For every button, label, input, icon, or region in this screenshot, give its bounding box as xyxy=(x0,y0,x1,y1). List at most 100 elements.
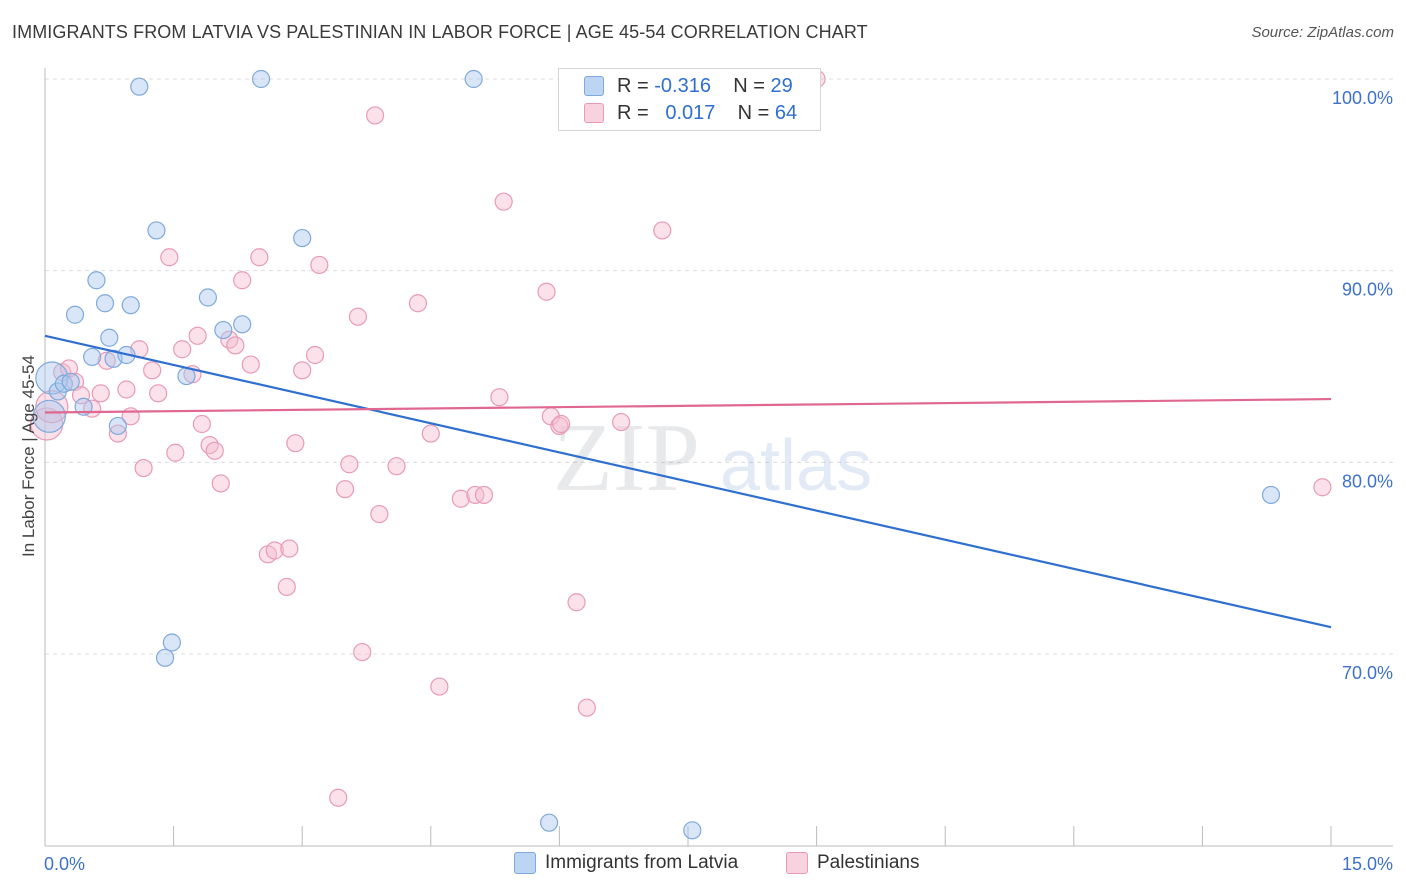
axes xyxy=(44,68,1393,847)
legend-swatch-latvia xyxy=(514,852,536,874)
legend-swatch-palestinians xyxy=(584,103,604,123)
point-palestinians xyxy=(200,435,219,455)
point-palestinians xyxy=(348,307,368,326)
point-palestinians xyxy=(305,345,325,365)
point-palestinians xyxy=(205,441,224,460)
legend-swatch-latvia xyxy=(584,76,604,96)
legend-r-label: R = xyxy=(617,102,649,124)
point-palestinians xyxy=(567,593,586,612)
point-palestinians xyxy=(408,294,428,313)
point-palestinians xyxy=(160,248,179,267)
point-palestinians xyxy=(293,361,312,380)
point-latvia xyxy=(35,361,69,395)
legend-r-label: R = xyxy=(617,75,649,97)
point-palestinians xyxy=(250,248,269,267)
legend-label-palestinians: Palestinians xyxy=(817,852,920,873)
point-latvia xyxy=(100,328,119,347)
point-palestinians xyxy=(91,384,110,403)
point-palestinians xyxy=(1313,478,1332,497)
point-latvia xyxy=(32,399,66,433)
point-palestinians xyxy=(65,372,85,391)
point-palestinians xyxy=(612,412,631,432)
point-palestinians xyxy=(211,474,230,493)
legend-r-value-latvia: -0.316 xyxy=(654,75,711,97)
point-palestinians xyxy=(188,326,207,345)
point-latvia xyxy=(293,228,312,248)
point-latvia xyxy=(147,221,166,240)
point-palestinians xyxy=(490,388,509,407)
point-palestinians xyxy=(286,434,305,453)
point-latvia xyxy=(1261,485,1281,505)
trend-lines xyxy=(44,334,1332,629)
point-palestinians xyxy=(353,642,372,662)
point-palestinians xyxy=(430,677,449,696)
point-palestinians xyxy=(241,355,260,374)
watermark-zip: ZIP xyxy=(553,404,700,512)
point-palestinians xyxy=(149,384,168,403)
point-palestinians xyxy=(451,489,470,508)
point-latvia xyxy=(54,374,73,393)
correlation-legend: R = -0.316 N = 29 R = 0.017 N = 64 xyxy=(558,68,821,131)
point-palestinians xyxy=(577,698,596,717)
point-palestinians xyxy=(226,336,245,355)
point-latvia xyxy=(130,77,149,96)
point-palestinians xyxy=(552,414,571,434)
point-latvia xyxy=(83,347,102,367)
tick-labels: 70.0% 80.0% 90.0% 100.0% 0.0% 15.0% xyxy=(44,88,1393,874)
point-latvia xyxy=(198,288,217,307)
series-immigrants-from-latvia xyxy=(32,69,1281,840)
point-latvia xyxy=(87,271,106,290)
x-tick-label: 15.0% xyxy=(1342,854,1393,874)
point-latvia xyxy=(214,320,233,340)
point-palestinians xyxy=(335,480,355,499)
point-latvia xyxy=(108,416,127,436)
point-palestinians xyxy=(192,414,211,434)
point-palestinians xyxy=(329,788,348,807)
y-tick-label: 80.0% xyxy=(1342,471,1393,491)
point-latvia xyxy=(121,296,140,315)
y-tick-label: 100.0% xyxy=(1332,88,1393,108)
watermark-atlas: atlas xyxy=(720,426,872,506)
point-palestinians xyxy=(494,192,513,211)
point-latvia xyxy=(61,372,80,391)
point-latvia xyxy=(233,315,252,334)
y-tick-label: 90.0% xyxy=(1342,280,1393,300)
point-latvia xyxy=(162,633,181,652)
point-palestinians xyxy=(265,541,284,560)
point-latvia xyxy=(464,69,483,89)
point-palestinians xyxy=(310,255,329,275)
point-palestinians xyxy=(340,455,359,474)
point-latvia xyxy=(540,813,559,832)
point-palestinians xyxy=(370,504,389,524)
series-palestinians xyxy=(30,69,1332,807)
trend-line-palestinians xyxy=(44,397,1332,414)
legend-n-value-palestinians: 64 xyxy=(774,102,798,124)
point-palestinians xyxy=(280,539,299,558)
point-palestinians xyxy=(365,106,385,125)
point-palestinians xyxy=(117,380,136,399)
point-palestinians xyxy=(108,424,127,443)
point-palestinians xyxy=(653,221,672,240)
point-latvia xyxy=(683,821,702,840)
y-tick-label: 70.0% xyxy=(1342,663,1393,683)
point-palestinians xyxy=(97,351,116,370)
watermark: ZIP atlas xyxy=(553,404,872,512)
point-palestinians xyxy=(233,271,252,290)
point-palestinians xyxy=(71,386,91,405)
point-latvia xyxy=(155,648,175,667)
point-palestinians xyxy=(387,457,406,476)
legend-n-label: N = xyxy=(733,75,765,97)
chart-title: IMMIGRANTS FROM LATVIA VS PALESTINIAN IN… xyxy=(12,22,868,42)
trend-line-latvia xyxy=(44,334,1332,629)
point-palestinians xyxy=(166,443,185,462)
legend-n-label: N = xyxy=(737,102,770,124)
point-latvia xyxy=(65,305,85,324)
legend-r-value-palestinians: 0.017 xyxy=(665,102,716,124)
point-palestinians xyxy=(143,361,162,380)
point-latvia xyxy=(251,69,271,89)
point-palestinians xyxy=(537,282,556,301)
x-tick-label: 0.0% xyxy=(44,854,85,874)
source-credit: Source: ZipAtlas.com xyxy=(1251,24,1394,41)
point-palestinians xyxy=(421,424,440,443)
